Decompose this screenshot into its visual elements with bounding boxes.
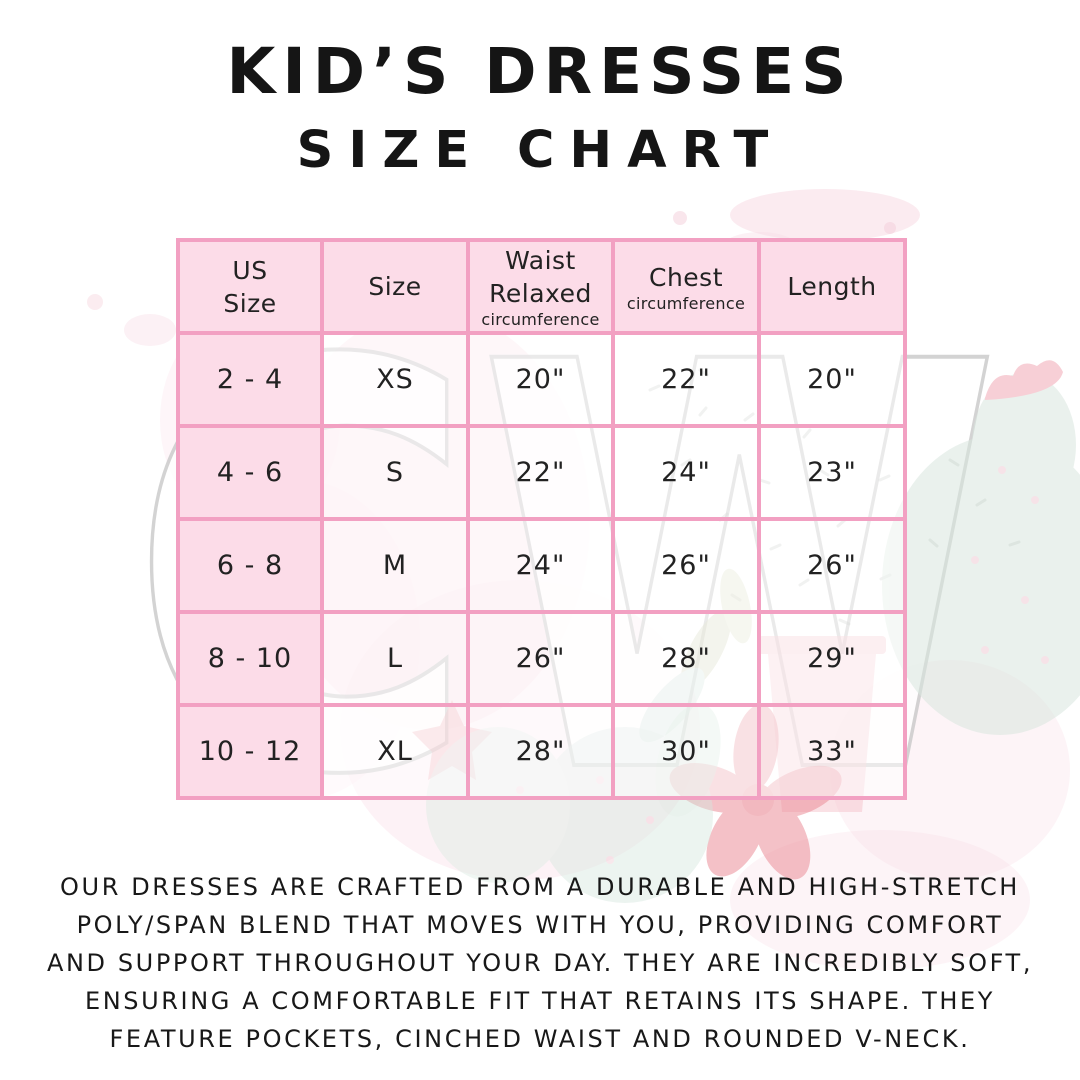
cell-chest: 26" bbox=[611, 517, 761, 614]
fabric-description: OUR DRESSES ARE CRAFTED FROM A DURABLE A… bbox=[30, 868, 1050, 1058]
description-line: ENSURING A COMFORTABLE FIT THAT RETAINS … bbox=[84, 987, 996, 1015]
cell-chest: 22" bbox=[611, 331, 761, 428]
header-cell-chest: Chest circumference bbox=[611, 238, 761, 335]
cell-us-size: 8 - 10 bbox=[176, 610, 324, 707]
header-cell-waist: Waist Relaxed circumference bbox=[466, 238, 615, 335]
size-chart-table: US Size Size Waist Relaxed circumference… bbox=[176, 238, 907, 800]
header-text: Length bbox=[787, 272, 877, 301]
cell-waist: 28" bbox=[466, 703, 615, 800]
header-subtext: circumference bbox=[481, 310, 600, 329]
table-row: 10 - 12 XL 28" 30" 33" bbox=[176, 703, 907, 800]
title-block: KID’S DRESSES SIZE CHART bbox=[0, 32, 1080, 182]
cell-chest: 24" bbox=[611, 424, 761, 521]
description-line: OUR DRESSES ARE CRAFTED FROM A DURABLE A… bbox=[60, 873, 1020, 901]
description-line: AND SUPPORT THROUGHOUT YOUR DAY. THEY AR… bbox=[46, 949, 1034, 977]
cell-chest: 28" bbox=[611, 610, 761, 707]
table-row: 4 - 6 S 22" 24" 23" bbox=[176, 424, 907, 521]
cell-size: XS bbox=[320, 331, 470, 428]
cell-length: 26" bbox=[757, 517, 907, 614]
cell-us-size: 6 - 8 bbox=[176, 517, 324, 614]
header-text: Size bbox=[223, 288, 277, 318]
description-line: POLY/SPAN BLEND THAT MOVES WITH YOU, PRO… bbox=[76, 911, 1004, 939]
cell-us-size: 2 - 4 bbox=[176, 331, 324, 428]
cell-size: S bbox=[320, 424, 470, 521]
cell-length: 33" bbox=[757, 703, 907, 800]
cell-length: 29" bbox=[757, 610, 907, 707]
table-row: 8 - 10 L 26" 28" 29" bbox=[176, 610, 907, 707]
cell-size: XL bbox=[320, 703, 470, 800]
header-text: Chest bbox=[648, 262, 723, 292]
header-text: Waist bbox=[505, 246, 576, 275]
cell-waist: 20" bbox=[466, 331, 615, 428]
table-row: 2 - 4 XS 20" 22" 20" bbox=[176, 331, 907, 428]
cell-length: 23" bbox=[757, 424, 907, 521]
table-row: 6 - 8 M 24" 26" 26" bbox=[176, 517, 907, 614]
header-cell-size: Size bbox=[320, 238, 470, 335]
header-subtext: circumference bbox=[626, 293, 746, 313]
header-cell-length: Length bbox=[757, 238, 907, 335]
cell-us-size: 10 - 12 bbox=[176, 703, 324, 800]
cell-us-size: 4 - 6 bbox=[176, 424, 324, 521]
cell-size: M bbox=[320, 517, 470, 614]
header-row: US Size Size Waist Relaxed circumference… bbox=[176, 238, 907, 335]
description-line: FEATURE POCKETS, CINCHED WAIST AND ROUND… bbox=[109, 1025, 971, 1053]
cell-waist: 26" bbox=[466, 610, 615, 707]
cell-waist: 24" bbox=[466, 517, 615, 614]
cell-waist: 22" bbox=[466, 424, 615, 521]
header-text: US bbox=[232, 255, 268, 285]
cell-length: 20" bbox=[757, 331, 907, 428]
page-subtitle: SIZE CHART bbox=[296, 121, 784, 180]
cell-size: L bbox=[320, 610, 470, 707]
cactus-watermark bbox=[882, 360, 1080, 735]
page-title: KID’S DRESSES bbox=[226, 35, 854, 108]
header-text: Relaxed bbox=[489, 279, 592, 308]
header-cell-us-size: US Size bbox=[176, 238, 324, 335]
header-text: Size bbox=[368, 272, 422, 301]
cell-chest: 30" bbox=[611, 703, 761, 800]
